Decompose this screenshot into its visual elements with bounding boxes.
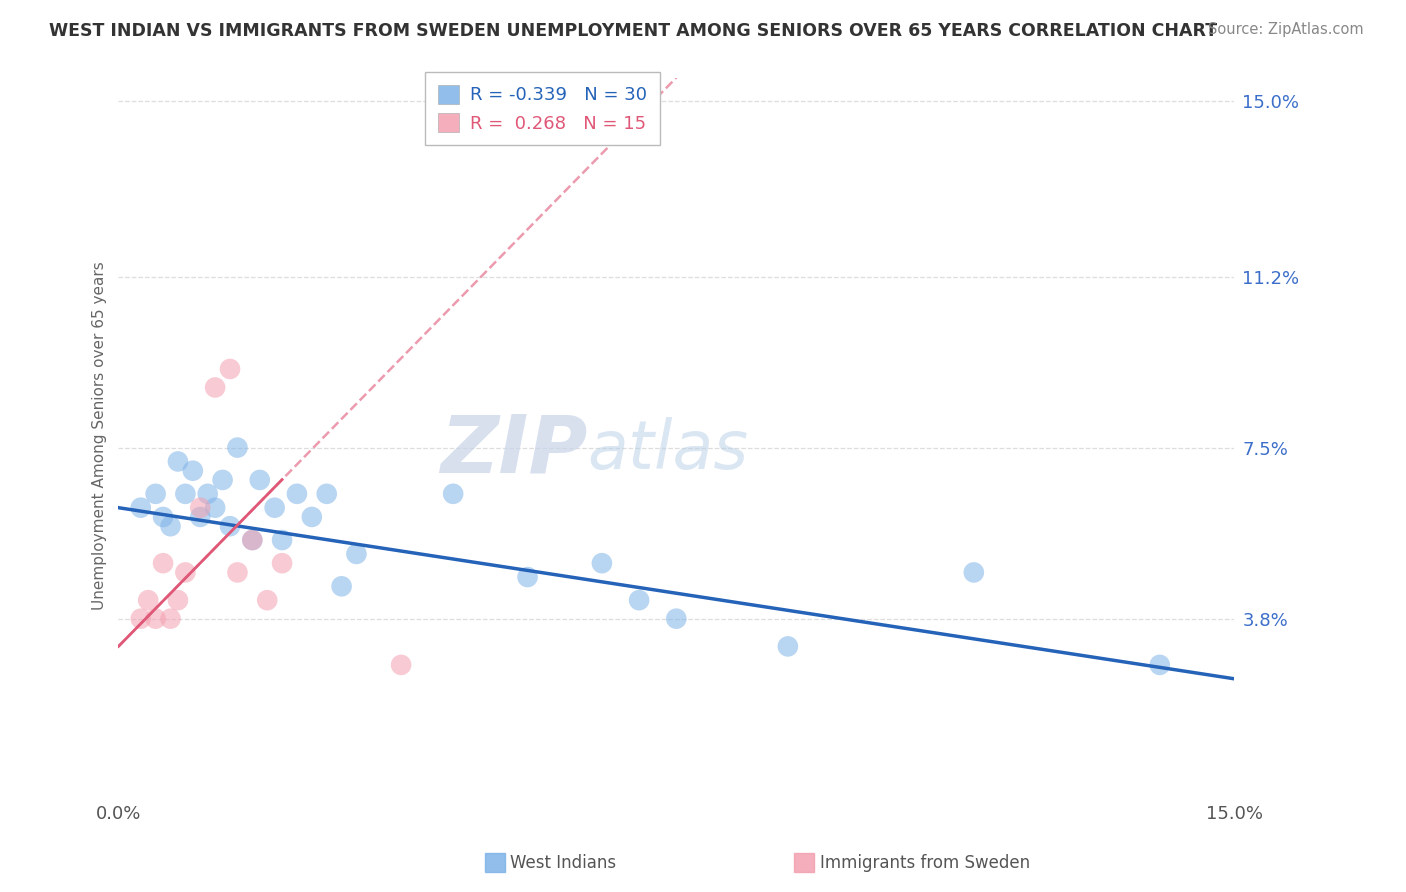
Text: atlas: atlas [588, 417, 748, 483]
Point [240, 533, 263, 547]
Point [174, 487, 197, 501]
Point [152, 556, 174, 570]
Point [181, 464, 204, 478]
Point [129, 500, 152, 515]
Point [145, 487, 167, 501]
Point [174, 566, 197, 580]
Point [591, 556, 613, 570]
Point [256, 593, 278, 607]
Point [628, 593, 651, 607]
Point [226, 441, 249, 455]
Point [441, 487, 464, 501]
Point [152, 510, 174, 524]
Text: Immigrants from Sweden: Immigrants from Sweden [820, 854, 1029, 871]
Point [204, 500, 226, 515]
Point [330, 579, 353, 593]
Point [301, 510, 323, 524]
Point [159, 519, 181, 533]
Point [129, 612, 152, 626]
Point [219, 362, 242, 376]
Point [145, 612, 167, 626]
Point [285, 487, 308, 501]
Point [226, 566, 249, 580]
Point [665, 612, 688, 626]
Point [346, 547, 368, 561]
Point [136, 593, 159, 607]
Legend: R = -0.339   N = 30, R =  0.268   N = 15: R = -0.339 N = 30, R = 0.268 N = 15 [425, 72, 659, 145]
Point [271, 556, 294, 570]
Point [167, 454, 190, 468]
Point [516, 570, 538, 584]
Point [271, 533, 294, 547]
Y-axis label: Unemployment Among Seniors over 65 years: Unemployment Among Seniors over 65 years [93, 261, 107, 610]
Point [219, 519, 242, 533]
Point [315, 487, 337, 501]
Point [963, 566, 986, 580]
Point [240, 533, 263, 547]
Text: West Indians: West Indians [510, 854, 616, 871]
Point [211, 473, 233, 487]
Point [263, 500, 285, 515]
Point [167, 593, 190, 607]
Point [188, 510, 211, 524]
Text: WEST INDIAN VS IMMIGRANTS FROM SWEDEN UNEMPLOYMENT AMONG SENIORS OVER 65 YEARS C: WEST INDIAN VS IMMIGRANTS FROM SWEDEN UN… [49, 22, 1218, 40]
Point [389, 657, 412, 672]
Point [188, 500, 211, 515]
Point [249, 473, 271, 487]
Point [159, 612, 181, 626]
Text: Source: ZipAtlas.com: Source: ZipAtlas.com [1208, 22, 1364, 37]
Point [197, 487, 219, 501]
Point [204, 380, 226, 394]
Text: ZIP: ZIP [440, 411, 588, 490]
Point [1149, 657, 1171, 672]
Point [776, 640, 799, 654]
